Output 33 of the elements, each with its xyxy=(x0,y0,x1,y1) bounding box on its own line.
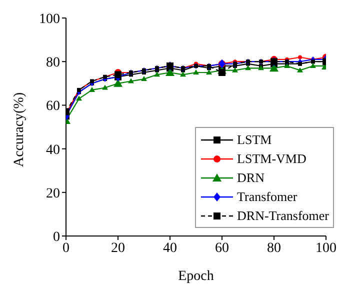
legend-label: DRN-Transfomer xyxy=(237,208,329,224)
point xyxy=(206,70,212,74)
x-tick-label: 40 xyxy=(163,240,177,256)
x-tick-label: 100 xyxy=(316,240,336,256)
y-tick-label: 0 xyxy=(53,230,60,245)
y-tick-label: 40 xyxy=(46,142,60,158)
point xyxy=(232,67,238,72)
point xyxy=(154,72,160,77)
point xyxy=(89,86,95,92)
point xyxy=(102,84,108,90)
legend-label: LSTM-VMD xyxy=(237,150,306,166)
point xyxy=(128,78,134,84)
point xyxy=(298,55,302,60)
point xyxy=(141,76,147,82)
x-tick-label: 80 xyxy=(267,240,281,256)
point xyxy=(297,67,303,72)
legend-label: LSTM xyxy=(237,132,272,148)
point xyxy=(245,65,251,70)
x-axis-title: Epoch xyxy=(178,269,214,284)
x-tick-label: 0 xyxy=(62,240,70,256)
y-tick-label: 80 xyxy=(46,56,60,71)
x-tick-label: 20 xyxy=(111,240,125,256)
y-axis-title: Accuracy(%) xyxy=(12,92,27,167)
point xyxy=(76,96,82,101)
y-tick-label: 100 xyxy=(39,12,60,27)
point xyxy=(180,72,186,77)
point xyxy=(193,70,199,74)
y-tick-label: 20 xyxy=(46,186,60,202)
point xyxy=(258,65,264,70)
y-tick-label: 60 xyxy=(46,99,60,114)
x-tick-label: 60 xyxy=(215,240,229,256)
legend-label: DRN xyxy=(237,170,264,186)
legend-label: Transfomer xyxy=(237,188,298,204)
